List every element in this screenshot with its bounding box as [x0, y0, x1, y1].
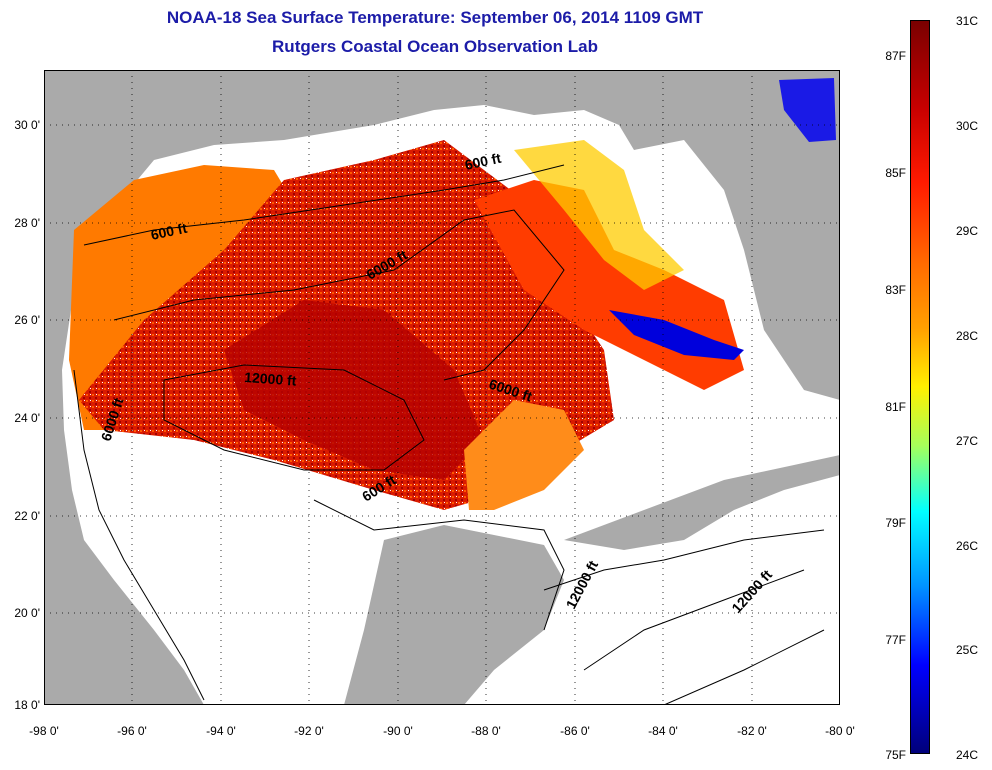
lat-tick-28: 28 0': [14, 216, 40, 230]
lon-tick-98: -98 0': [29, 724, 59, 738]
graticule: [44, 70, 840, 705]
sst-warm-loop: [464, 400, 584, 510]
colorbar-f-77: 77F: [885, 633, 906, 647]
colorbar-f-79: 79F: [885, 516, 906, 530]
florida-land: [644, 70, 840, 370]
colorbar-c-27: 27C: [956, 434, 979, 448]
contour-label-600ft-2: 600 ft: [463, 150, 502, 173]
contour-yucatan-shelf: [313, 499, 565, 631]
map-subtitle: Rutgers Coastal Ocean Observation Lab: [272, 37, 598, 56]
map-frame: [44, 70, 840, 705]
colorbar-c-28: 28C: [956, 329, 979, 343]
colorbar-f-75: 75F: [885, 748, 906, 762]
colorbar-c-24: 24C: [956, 748, 979, 762]
sst-swath-hot-core: [224, 300, 484, 480]
lat-tick-30: 30 0': [14, 118, 40, 132]
lat-tick-22: 22 0': [14, 509, 40, 523]
sst-mixed-east: [514, 140, 684, 290]
colorbar-f-85: 85F: [885, 166, 906, 180]
lon-tick-86: -86 0': [560, 724, 590, 738]
lat-tick-26: 26 0': [14, 313, 40, 327]
lon-tick-90: -90 0': [383, 724, 413, 738]
colorbar-c-26: 26C: [956, 539, 979, 553]
contour-shelf-west: [73, 369, 205, 701]
contour-caribbean: [543, 529, 825, 705]
contour-600ft-north: [83, 164, 565, 246]
cuba-land: [564, 455, 840, 550]
colorbar-c-29: 29C: [956, 224, 979, 238]
colorbar-f-87: 87F: [885, 49, 906, 63]
lon-tick-96: -96 0': [117, 724, 147, 738]
lon-tick-88: -88 0': [471, 724, 501, 738]
sst-map[interactable]: 600 ft 600 ft 6000 ft 12000 ft 6000 ft 6…: [44, 70, 840, 705]
colorbar-c-31: 31C: [956, 14, 979, 28]
contour-6000ft: [113, 209, 565, 381]
sst-cool-patch-ne: [779, 78, 836, 142]
colorbar-f-83: 83F: [885, 283, 906, 297]
temperature-colorbar: [910, 20, 930, 754]
lat-tick-18: 18 0': [14, 698, 40, 712]
lon-tick-80: -80 0': [825, 724, 855, 738]
map-title: NOAA-18 Sea Surface Temperature: Septemb…: [166, 8, 704, 27]
contour-label-600ft-1: 600 ft: [149, 220, 188, 243]
lon-tick-92: -92 0': [294, 724, 324, 738]
lon-tick-84: -84 0': [648, 724, 678, 738]
colorbar-f-81: 81F: [885, 400, 906, 414]
lon-tick-94: -94 0': [206, 724, 236, 738]
contour-label-12000ft-1: 12000 ft: [244, 369, 297, 389]
sst-cool-streak: [609, 310, 744, 360]
colorbar-c-30: 30C: [956, 119, 979, 133]
lon-tick-82: -82 0': [737, 724, 767, 738]
contour-12000ft-gulf: [163, 364, 425, 471]
lat-tick-20: 20 0': [14, 606, 40, 620]
colorbar-c-25: 25C: [956, 643, 979, 657]
yucatan-land: [344, 525, 564, 705]
lat-tick-24: 24 0': [14, 411, 40, 425]
